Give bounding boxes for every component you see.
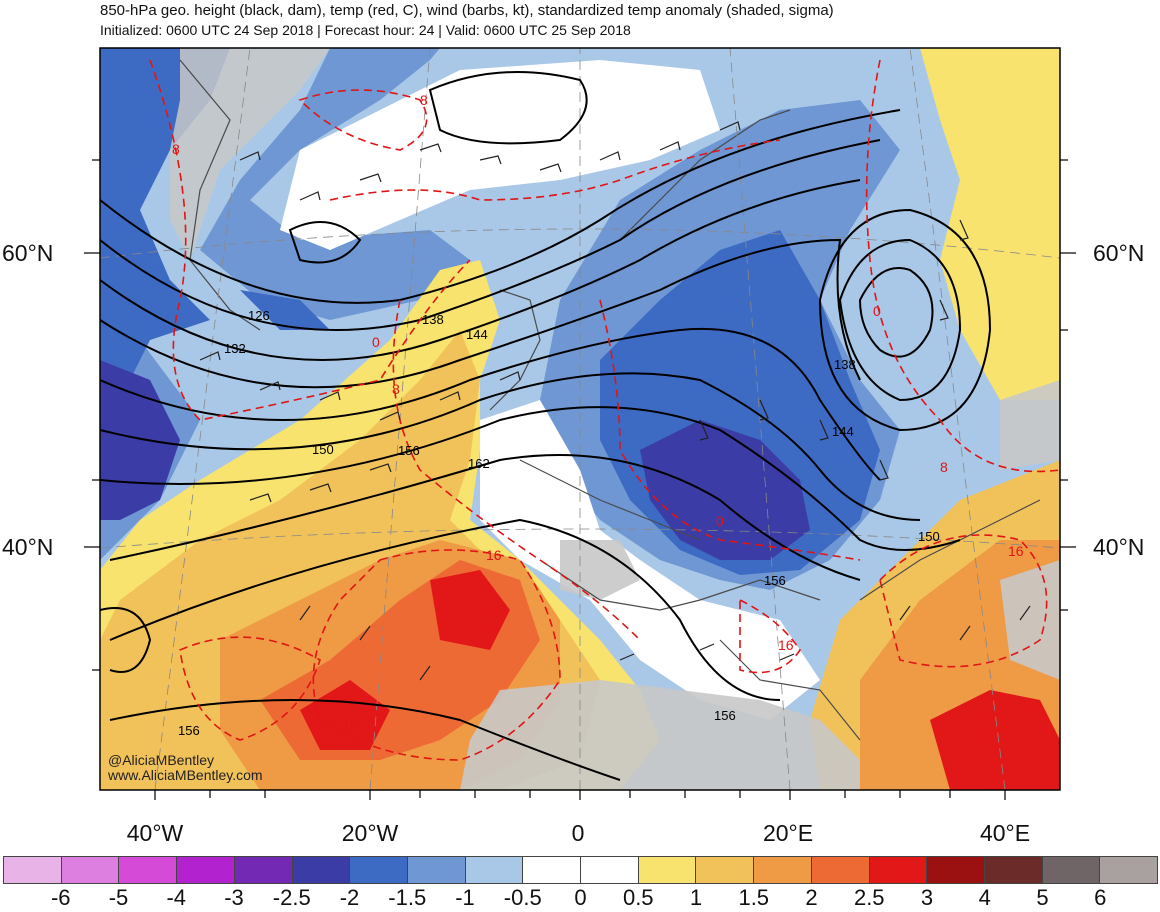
lat-label-60n-left: 60°N: [2, 240, 54, 266]
lon-label-40w: 40°W: [126, 820, 184, 846]
colorbar-swatch: [1100, 857, 1158, 883]
colorbar-swatch: [696, 857, 755, 883]
colorbar-label: -1.5: [388, 885, 427, 910]
height-label: 156: [764, 573, 786, 588]
map-subtitle: Initialized: 0600 UTC 24 Sep 2018 | Fore…: [100, 22, 631, 38]
height-contours: [100, 71, 992, 781]
anomaly-area-white-center: [480, 400, 820, 720]
colorbar-label: -2: [339, 885, 360, 910]
colorbar-swatch: [523, 857, 582, 883]
lon-label-0: 0: [571, 820, 585, 846]
height-label: 138: [834, 357, 856, 372]
anomaly-colorbar: [3, 856, 1158, 884]
credit-site: www.AliciaMBentley.com: [108, 767, 263, 783]
greenland-land: [170, 48, 330, 260]
anomaly-area-pos-northeast: [920, 48, 1060, 400]
colorbar-swatch: [754, 857, 812, 883]
colorbar-swatch: [465, 857, 524, 883]
anomaly-area-white-band: [280, 60, 720, 250]
height-label: 132: [224, 341, 246, 356]
colorbar-label: -5: [108, 885, 129, 910]
colorbar-swatch: [927, 857, 985, 883]
map-title: 850-hPa geo. height (black, dam), temp (…: [100, 2, 834, 19]
colorbar-swatch: [177, 857, 235, 883]
africa-land: [460, 680, 860, 790]
colorbar-label: -2.5: [272, 885, 311, 910]
temp-label: 16: [778, 637, 794, 653]
colorbar-swatch: [581, 857, 639, 883]
lat-label-60n-right: 60°N: [1093, 240, 1145, 266]
height-label: 144: [466, 327, 488, 342]
colorbar-swatch: [292, 857, 351, 883]
height-label: 150: [312, 442, 334, 457]
colorbar-label: 6: [1094, 885, 1107, 910]
wind-barbs: [199, 121, 1031, 681]
colorbar-swatch: [638, 857, 697, 883]
colorbar-label: 2.5: [853, 885, 885, 910]
colorbar-label: -0.5: [503, 885, 542, 910]
colorbar-label: -4: [166, 885, 187, 910]
weather-map: 126 132 138 144 150 156 162 138 144 150 …: [84, 47, 1076, 800]
east-land: [1000, 380, 1060, 680]
temp-label: 16: [1008, 543, 1024, 559]
colorbar-swatch: [984, 857, 1043, 883]
colorbar-label: -1: [455, 885, 475, 910]
colorbar-swatch: [234, 857, 293, 883]
south-europe-land: [560, 540, 640, 600]
lat-label-40n-left: 40°N: [2, 534, 54, 560]
height-label: 138: [422, 312, 444, 327]
temp-label: 0: [372, 334, 380, 350]
height-label: 156: [398, 443, 420, 458]
height-label: 162: [468, 456, 490, 471]
colorbar-label: 0: [574, 885, 587, 910]
lon-label-20e: 20°E: [762, 820, 814, 846]
colorbar-swatch: [119, 857, 178, 883]
anomaly-area-pos3-southeast: [930, 690, 1060, 790]
height-label: 156: [714, 708, 736, 723]
colorbar-label: 3: [920, 885, 934, 910]
colorbar-label: -3: [224, 885, 244, 910]
temp-labels: 8 8 8 0 0 0 8 16 16 16 16: [172, 92, 1024, 732]
temperature-contours: [149, 59, 1060, 761]
colorbar-label: 1: [689, 885, 703, 910]
colorbar-label: -6: [50, 885, 71, 910]
anomaly-area-neg2-west: [100, 48, 330, 420]
temp-label: 8: [420, 92, 428, 108]
temp-label: 16: [486, 547, 502, 563]
temp-label: 8: [940, 459, 948, 475]
lon-label-20w: 20°W: [341, 820, 399, 846]
colorbar-swatch: [811, 857, 870, 883]
temp-label: 0: [873, 303, 881, 319]
temp-label: 0: [716, 513, 724, 529]
colorbar-label: 4: [978, 885, 991, 910]
colorbar-label: 0.5: [622, 885, 654, 910]
anomaly-area-neg3-europe: [640, 420, 810, 560]
colorbar-swatch: [869, 857, 928, 883]
height-labels: 126 132 138 144 150 156 162 138 144 150 …: [178, 308, 940, 738]
colorbar-swatch: [61, 857, 120, 883]
colorbar-swatch: [4, 857, 62, 883]
height-label: 150: [918, 529, 940, 544]
colorbar-swatch: [350, 857, 408, 883]
anomaly-area-neg3-west: [100, 360, 180, 520]
credit-handle: @AliciaMBentley: [108, 752, 215, 768]
height-label: 144: [832, 424, 854, 439]
colorbar-label: 2: [805, 885, 818, 910]
colorbar-label: 1.5: [738, 885, 770, 910]
temp-label: 16: [342, 716, 358, 732]
temp-label: 8: [392, 381, 400, 397]
lon-label-40e: 40°E: [979, 820, 1031, 846]
anomaly-area-pos3-atlantic: [300, 570, 510, 750]
colorbar-swatch: [1042, 857, 1101, 883]
lat-label-40n-right: 40°N: [1093, 534, 1145, 560]
height-label: 126: [248, 308, 270, 323]
height-label: 156: [178, 723, 200, 738]
temp-label: 8: [172, 141, 180, 157]
colorbar-swatch: [407, 857, 466, 883]
axis-ticks: [84, 159, 1076, 800]
colorbar-label: 5: [1036, 885, 1049, 910]
